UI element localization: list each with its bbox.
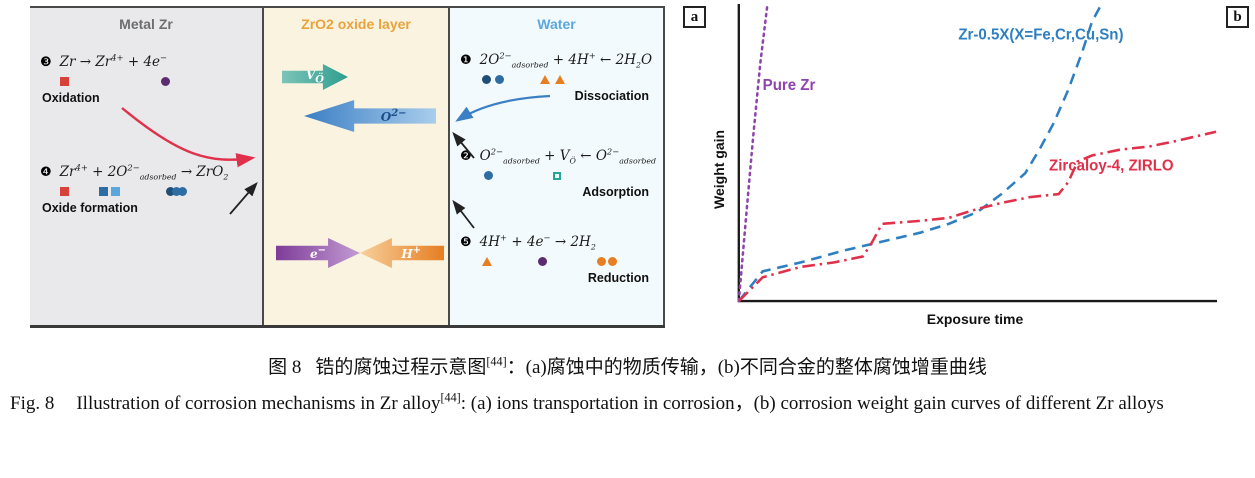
reaction-label: Oxidation (42, 90, 100, 105)
reaction-particle-icons (54, 185, 258, 198)
hydrogen-molecule-icon (608, 257, 617, 267)
region-metal-zr: Metal Zr ❸ Zr → Zr4+ + 4e− Oxidation ❹ Z… (30, 6, 262, 328)
vacancy-transport-arrow: VÖ (282, 64, 348, 90)
reaction-number-icon: ❺ (460, 234, 472, 250)
region-title-oxide: ZrO2 oxide layer (301, 16, 411, 32)
zro2-molecule-icon (166, 187, 175, 197)
reaction-label: Dissociation (574, 89, 649, 104)
reaction-equation-row: ❺ 4H+ + 4e− → 2H2 (460, 232, 659, 251)
panel-a-top-border (30, 6, 665, 8)
oxygen-ion-icon (111, 187, 120, 197)
zr-atom-icon (60, 76, 69, 86)
panel-b-chart: Weight gain Pure Zr Zr-0.5X(X=Fe,Cr,Cu,Sn… (706, 2, 1222, 336)
oxide-formation-equation: Zr4+ + 2O2−adsorbed → ZrO2 (59, 162, 229, 182)
series-line-0 (737, 2, 769, 303)
proton-arrow-label: H+ (401, 245, 422, 261)
series-label-0: Pure Zr (763, 77, 816, 94)
caption-chinese: 图 8 锆的腐蚀过程示意图[44]：(a)腐蚀中的物质传输，(b)不同合金的整体腐… (0, 352, 1255, 379)
caption-zh-label: 图 8 (268, 357, 302, 378)
figure-caption: 图 8 锆的腐蚀过程示意图[44]：(a)腐蚀中的物质传输，(b)不同合金的整体腐… (0, 352, 1255, 420)
caption-en-label: Fig. 8 (10, 393, 55, 414)
reaction-equation-row: ❹ Zr4+ + 2O2−adsorbed → ZrO2 (40, 162, 258, 181)
region-title-metal: Metal Zr (119, 16, 173, 32)
reaction-number-icon: ❹ (40, 164, 52, 180)
region-oxide-layer: ZrO2 oxide layer VÖ O2− e− H+ (262, 6, 450, 328)
series-label-1: Zr-0.5X(X=Fe,Cr,Cu,Sn) (958, 26, 1123, 43)
oxygen-ion-icon (495, 75, 504, 85)
dissociation-equation: 2O2−adsorbed + 4H+ ← 2H2O (479, 50, 653, 70)
caption-zh-text: 锆的腐蚀过程示意图 (315, 357, 487, 378)
oxidation-equation: Zr → Zr4+ + 4e− (59, 52, 168, 70)
oxygen-vacancy-icon (553, 171, 561, 180)
caption-en-text-rest: : (a) ions transportation in corrosion，(… (460, 393, 1164, 414)
oxygen-arrow-label: O2− (380, 108, 407, 124)
reaction-equation-row: ❶ 2O2−adsorbed + 4H+ ← 2H2O (460, 50, 659, 69)
reaction-label: Adsorption (582, 185, 649, 200)
panel-a-diagram: Metal Zr ❸ Zr → Zr4+ + 4e− Oxidation ❹ Z… (30, 6, 665, 328)
figure-8: Metal Zr ❸ Zr → Zr4+ + 4e− Oxidation ❹ Z… (30, 2, 1249, 336)
chart-column: Pure Zr Zr-0.5X(X=Fe,Cr,Cu,Sn) Zircaloy-4,… (732, 2, 1218, 336)
electron-transport-arrow: e− (276, 238, 360, 268)
proton-icon (555, 75, 565, 85)
region-title-water: Water (537, 16, 576, 32)
electron-icon (161, 76, 170, 86)
reaction-adsorption: ❷ O2−adsorbed + VÖ ← O2−adsorbed Adsorpt… (460, 146, 659, 199)
reaction-particle-icons (474, 255, 659, 268)
oxygen-ion-icon (482, 75, 491, 85)
panel-label-b: b (1226, 6, 1249, 28)
vacancy-arrow-label: VÖ (305, 68, 325, 86)
reduction-equation: 4H+ + 4e− → 2H2 (479, 232, 596, 252)
reaction-equation-row: ❷ O2−adsorbed + VÖ ← O2−adsorbed (460, 146, 659, 165)
reaction-particle-icons (474, 169, 659, 182)
reaction-number-icon: ❶ (460, 52, 472, 68)
series-line-1 (737, 3, 1103, 302)
caption-zh-text-rest: ：(a)腐蚀中的物质传输，(b)不同合金的整体腐蚀增重曲线 (506, 357, 987, 378)
electron-icon (538, 257, 547, 267)
region-water: Water ❶ 2O2−adsorbed + 4H+ ← 2H2O Dissoc… (450, 6, 665, 328)
series-line-2 (737, 130, 1217, 302)
reaction-label: Oxide formation (42, 201, 138, 216)
chart-canvas: Pure Zr Zr-0.5X(X=Fe,Cr,Cu,Sn) Zircaloy-4,… (737, 2, 1218, 303)
reaction-equation-row: ❸ Zr → Zr4+ + 4e− (40, 52, 258, 71)
proton-icon (482, 257, 492, 267)
proton-transport-arrow: H+ (360, 238, 444, 268)
reaction-dissociation: ❶ 2O2−adsorbed + 4H+ ← 2H2O Dissociation (460, 50, 659, 103)
reaction-particle-icons (54, 75, 258, 88)
reaction-number-icon: ❷ (460, 148, 472, 164)
panel-label-a: a (683, 6, 706, 28)
proton-icon (540, 75, 550, 85)
panel-a-bottom-border (30, 325, 665, 328)
oxygen-ion-icon (484, 171, 493, 181)
y-axis-label: Weight gain (711, 129, 727, 209)
reference-44: [44] (440, 390, 461, 405)
reaction-reduction: ❺ 4H+ + 4e− → 2H2 Reduction (460, 232, 659, 285)
reaction-particle-icons (474, 73, 659, 86)
caption-english: Fig. 8 Illustration of corrosion mechanis… (0, 387, 1255, 420)
zro2-molecule-icon (178, 187, 187, 197)
weight-gain-chart: Pure Zr Zr-0.5X(X=Fe,Cr,Cu,Sn) Zircaloy-4,… (732, 2, 1218, 308)
reaction-number-icon: ❸ (40, 54, 52, 70)
electron-arrow-label: e− (309, 245, 327, 261)
zr-ion-icon (60, 187, 69, 197)
hydrogen-molecule-icon (597, 257, 606, 267)
oxygen-ion-transport-arrow: O2− (304, 100, 436, 132)
caption-en-text: Illustration of corrosion mechanisms in … (76, 393, 441, 414)
zro2-molecule-icon (172, 187, 181, 197)
adsorption-equation: O2−adsorbed + VÖ ← O2−adsorbed (479, 146, 657, 166)
reaction-label: Reduction (587, 271, 649, 286)
oxygen-ion-icon (99, 187, 108, 197)
reaction-oxidation: ❸ Zr → Zr4+ + 4e− Oxidation (40, 52, 258, 105)
chart-axes (737, 3, 1218, 303)
reaction-oxide-formation: ❹ Zr4+ + 2O2−adsorbed → ZrO2 Oxide forma… (40, 162, 258, 215)
x-axis-label: Exposure time (926, 311, 1024, 327)
series-label-2: Zircaloy-4, ZIRLO (1049, 157, 1174, 174)
reference-44: [44] (486, 354, 507, 369)
